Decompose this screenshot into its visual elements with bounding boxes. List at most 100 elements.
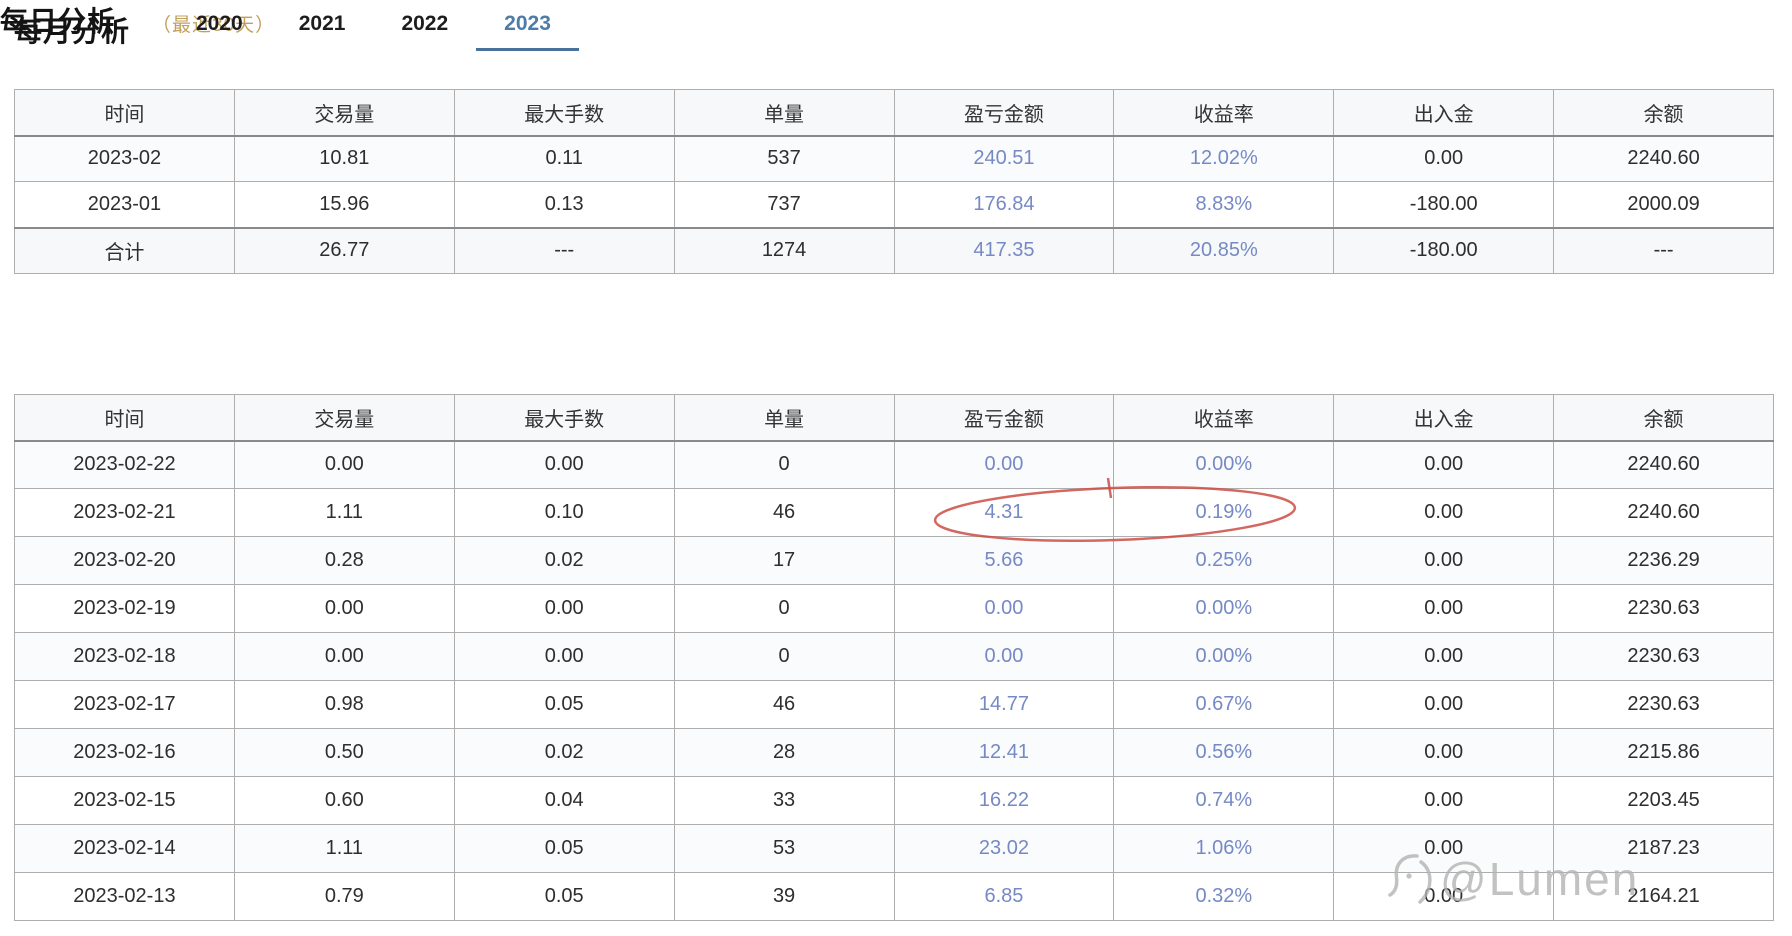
column-header: 最大手数 bbox=[453, 394, 675, 442]
table-row: 2023-02-16 0.50 0.02 28 12.41 0.56% 0.00 2215.8… bbox=[14, 728, 1774, 777]
cell: 0.10 bbox=[453, 488, 675, 537]
tab-2020[interactable]: 2020 bbox=[196, 12, 243, 35]
column-header: 出入金 bbox=[1333, 89, 1555, 137]
cell: 1.11 bbox=[233, 824, 455, 873]
cell: 33 bbox=[673, 776, 895, 825]
table-row: 2023-02-14 1.11 0.05 53 23.02 1.06% 0.00 2187.2… bbox=[14, 824, 1774, 873]
column-header: 余额 bbox=[1553, 89, 1774, 137]
tab-2021[interactable]: 2021 bbox=[298, 12, 346, 35]
monthly-analysis-table: 时间 交易量 最大手数 单量 盈亏金额 收益率 出入金 余额 2023-02 10.81 0.11 5… bbox=[14, 89, 1774, 274]
cell: 0.00 bbox=[1333, 632, 1555, 681]
cell: 2023-02 bbox=[14, 135, 235, 182]
cell: 0.74% bbox=[1113, 776, 1335, 825]
year-tabs: 2020 2021 2022 2023 bbox=[168, 6, 579, 51]
cell: 0.00 bbox=[893, 584, 1115, 633]
table-row: 2023-02-20 0.28 0.02 17 5.66 0.25% 0.00 2236.29 bbox=[14, 536, 1774, 585]
cell: -180.00 bbox=[1333, 181, 1555, 228]
tab-2022[interactable]: 2022 bbox=[401, 12, 449, 35]
cell: 1274 bbox=[673, 226, 895, 274]
cell: 2230.63 bbox=[1553, 584, 1774, 633]
cell: 0 bbox=[673, 632, 895, 681]
cell: 2240.60 bbox=[1553, 135, 1774, 182]
cell: 5.66 bbox=[893, 536, 1115, 585]
cell: 417.35 bbox=[893, 226, 1115, 274]
cell: 0.00 bbox=[453, 440, 675, 489]
cell: 537 bbox=[673, 135, 895, 182]
column-header: 最大手数 bbox=[453, 89, 675, 137]
cell: 0.00 bbox=[233, 632, 455, 681]
cell: 2023-02-18 bbox=[14, 632, 235, 681]
cell: 16.22 bbox=[893, 776, 1115, 825]
cell: 737 bbox=[673, 181, 895, 228]
cell: 0.28 bbox=[233, 536, 455, 585]
cell: 0.56% bbox=[1113, 728, 1335, 777]
cell: 0.00% bbox=[1113, 440, 1335, 489]
column-header: 时间 bbox=[14, 89, 235, 137]
cell: 2187.23 bbox=[1553, 824, 1774, 873]
cell: 2023-02-19 bbox=[14, 584, 235, 633]
cell: 0.00 bbox=[893, 440, 1115, 489]
cell: 0.00 bbox=[1333, 488, 1555, 537]
cell: 2023-02-15 bbox=[14, 776, 235, 825]
cell: -180.00 bbox=[1333, 226, 1555, 274]
cell: 6.85 bbox=[893, 872, 1115, 921]
cell: 2023-02-17 bbox=[14, 680, 235, 729]
daily-analysis-header: 每日分析 （最近30天） bbox=[0, 0, 1792, 40]
cell: 2230.63 bbox=[1553, 632, 1774, 681]
column-header: 收益率 bbox=[1113, 89, 1335, 137]
daily-analysis-table: 时间 交易量 最大手数 单量 盈亏金额 收益率 出入金 余额 2023-02-22 0.00 0.0… bbox=[14, 394, 1774, 921]
cell: 2203.45 bbox=[1553, 776, 1774, 825]
cell: 0.00 bbox=[1333, 536, 1555, 585]
cell: 12.41 bbox=[893, 728, 1115, 777]
cell: 2236.29 bbox=[1553, 536, 1774, 585]
cell: 15.96 bbox=[233, 181, 455, 228]
cell: --- bbox=[453, 226, 675, 274]
cell: 2240.60 bbox=[1553, 440, 1774, 489]
cell: 2023-01 bbox=[14, 181, 235, 228]
cell: 2023-02-20 bbox=[14, 536, 235, 585]
cell: 0.50 bbox=[233, 728, 455, 777]
cell: 0.25% bbox=[1113, 536, 1335, 585]
cell: 10.81 bbox=[233, 135, 455, 182]
cell: 2240.60 bbox=[1553, 488, 1774, 537]
total-row: 合计 26.77 --- 1274 417.35 20.85% -180.00 --- bbox=[14, 226, 1774, 274]
table-row: 2023-02-18 0.00 0.00 0 0.00 0.00% 0.00 2230.63 bbox=[14, 632, 1774, 681]
cell: 0.00 bbox=[453, 632, 675, 681]
cell: 0.00 bbox=[1333, 824, 1555, 873]
cell: 39 bbox=[673, 872, 895, 921]
column-header: 交易量 bbox=[233, 89, 455, 137]
cell: 0.13 bbox=[453, 181, 675, 228]
cell: 0.00% bbox=[1113, 632, 1335, 681]
column-header: 盈亏金额 bbox=[893, 89, 1115, 137]
cell: 23.02 bbox=[893, 824, 1115, 873]
column-header: 交易量 bbox=[233, 394, 455, 442]
table-row: 2023-02-13 0.79 0.05 39 6.85 0.32% 0.00 2164.21 bbox=[14, 872, 1774, 921]
cell: 46 bbox=[673, 680, 895, 729]
column-header: 收益率 bbox=[1113, 394, 1335, 442]
tab-2023[interactable]: 2023 bbox=[476, 6, 579, 51]
cell: 合计 bbox=[14, 226, 235, 274]
cell: 0.32% bbox=[1113, 872, 1335, 921]
cell: 2215.86 bbox=[1553, 728, 1774, 777]
cell: 0.00 bbox=[233, 440, 455, 489]
cell: 2023-02-21 bbox=[14, 488, 235, 537]
cell: 2164.21 bbox=[1553, 872, 1774, 921]
cell: 176.84 bbox=[893, 181, 1115, 228]
cell: 0.19% bbox=[1113, 488, 1335, 537]
column-header: 时间 bbox=[14, 394, 235, 442]
header-row: 时间 交易量 最大手数 单量 盈亏金额 收益率 出入金 余额 bbox=[14, 89, 1774, 137]
daily-analysis-subtitle: （最近30天） bbox=[152, 15, 276, 36]
cell: 0.00 bbox=[1333, 135, 1555, 182]
cell: 0.05 bbox=[453, 872, 675, 921]
table-row: 2023-02-21 1.11 0.10 46 4.31 0.19% 0.00 2240.60 bbox=[14, 488, 1774, 537]
cell: 0.00 bbox=[1333, 680, 1555, 729]
table-row: 2023-02-19 0.00 0.00 0 0.00 0.00% 0.00 2230.63 bbox=[14, 584, 1774, 633]
cell: 53 bbox=[673, 824, 895, 873]
table-row: 2023-01 15.96 0.13 737 176.84 8.83% -180.00 200… bbox=[14, 181, 1774, 228]
header-row: 时间 交易量 最大手数 单量 盈亏金额 收益率 出入金 余额 bbox=[14, 394, 1774, 442]
cell: 20.85% bbox=[1113, 226, 1335, 274]
column-header: 盈亏金额 bbox=[893, 394, 1115, 442]
cell: 1.06% bbox=[1113, 824, 1335, 873]
cell: 46 bbox=[673, 488, 895, 537]
cell: 0.00 bbox=[1333, 440, 1555, 489]
